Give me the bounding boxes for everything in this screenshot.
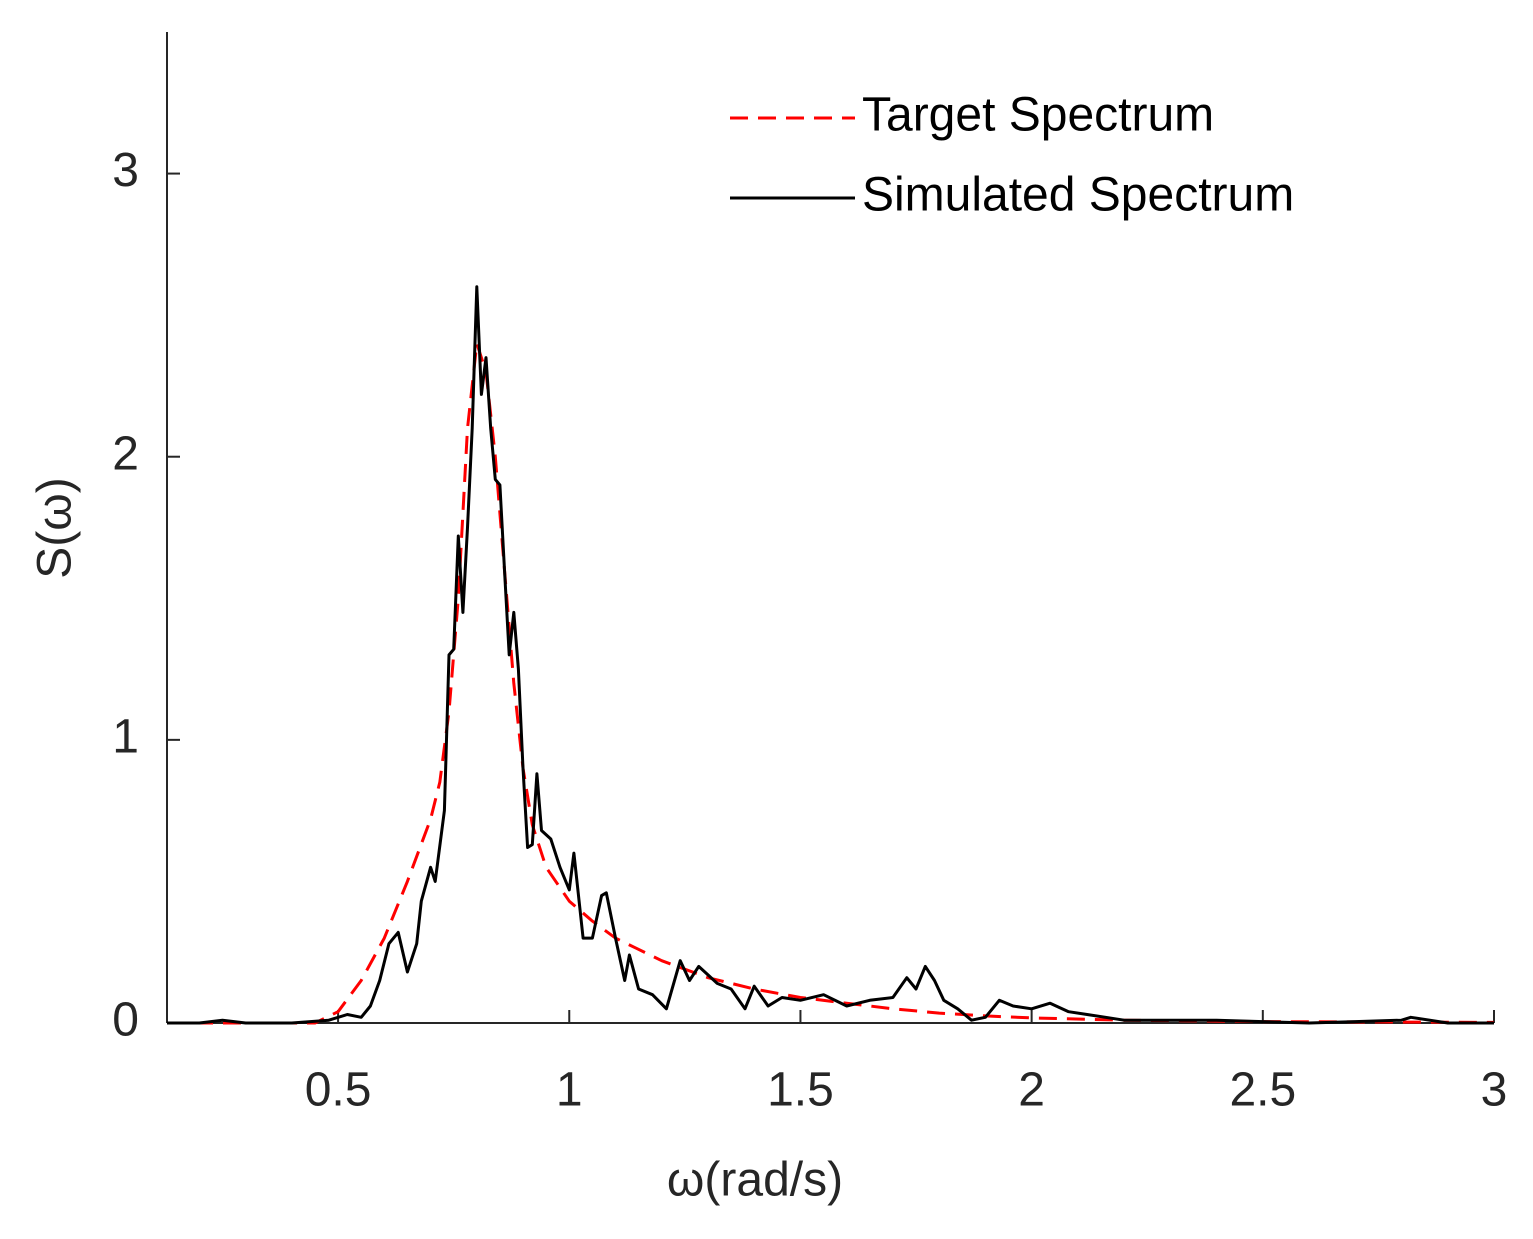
legend-label: Target Spectrum <box>862 89 1214 142</box>
y-axis-label: S(ω) <box>29 477 82 578</box>
y-tick-label: 3 <box>112 144 139 197</box>
y-tick-label: 1 <box>112 711 139 764</box>
x-tick-label: 3 <box>1481 1064 1508 1117</box>
x-tick-label: 2.5 <box>1229 1064 1296 1117</box>
y-tick-label: 0 <box>112 994 139 1047</box>
x-tick-label: 1.5 <box>767 1064 834 1117</box>
series-line <box>167 285 1494 1025</box>
x-tick-label: 0.5 <box>305 1064 372 1117</box>
x-tick-label: 1 <box>556 1064 583 1117</box>
series-line <box>167 342 1495 1025</box>
x-axis-label: ω(rad/s) <box>667 1154 843 1207</box>
legend-label: Simulated Spectrum <box>862 169 1294 222</box>
y-tick-label: 2 <box>112 427 139 480</box>
x-tick-label: 2 <box>1018 1064 1045 1117</box>
